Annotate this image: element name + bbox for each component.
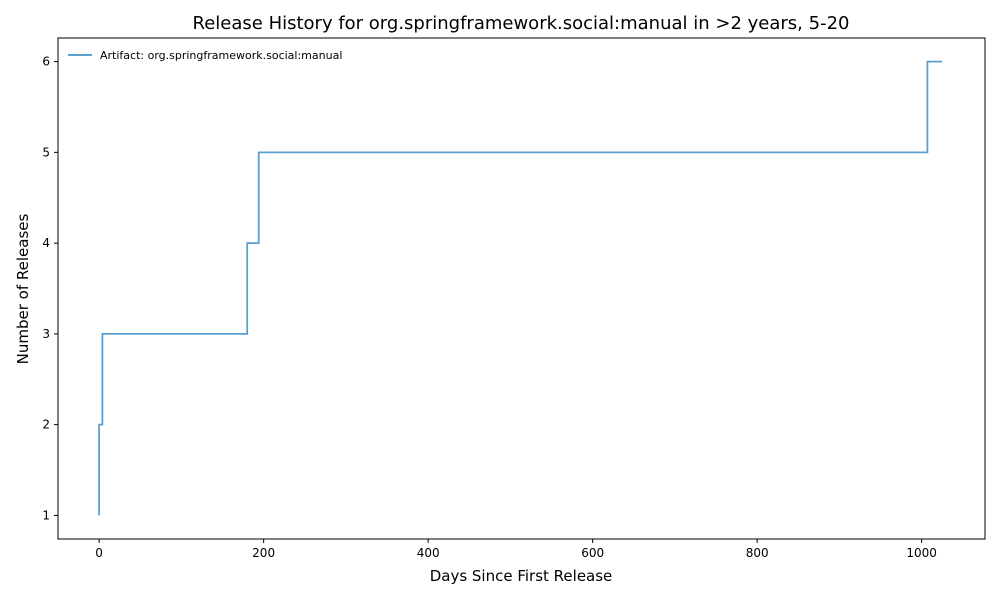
legend-label: Artifact: org.springframework.social:man… [100,49,342,62]
y-axis: 1 2 3 4 5 6 [42,55,58,522]
y-tick-label: 2 [42,418,50,432]
y-axis-label: Number of Releases [14,213,32,364]
series-layer [98,60,943,516]
plot-frame [57,37,986,540]
x-tick-label: 800 [746,546,769,560]
chart-title: Release History for org.springframework.… [193,13,850,34]
legend: Artifact: org.springframework.social:man… [68,49,342,62]
x-tick-label: 400 [417,546,440,560]
x-tick-label: 1000 [906,546,937,560]
y-tick-label: 4 [42,236,50,250]
series-line [98,60,943,516]
x-tick-label: 0 [95,546,103,560]
x-tick-label: 600 [581,546,604,560]
plot-area: 0 200 400 600 800 1000 1 2 3 4 5 6 [42,37,986,560]
x-axis: 0 200 400 600 800 1000 [95,539,937,560]
y-tick-label: 1 [42,508,50,522]
y-tick-label: 5 [42,145,50,159]
y-tick-label: 6 [42,55,50,69]
y-tick-label: 3 [42,327,50,341]
x-axis-label: Days Since First Release [430,567,613,585]
x-tick-label: 200 [252,546,275,560]
